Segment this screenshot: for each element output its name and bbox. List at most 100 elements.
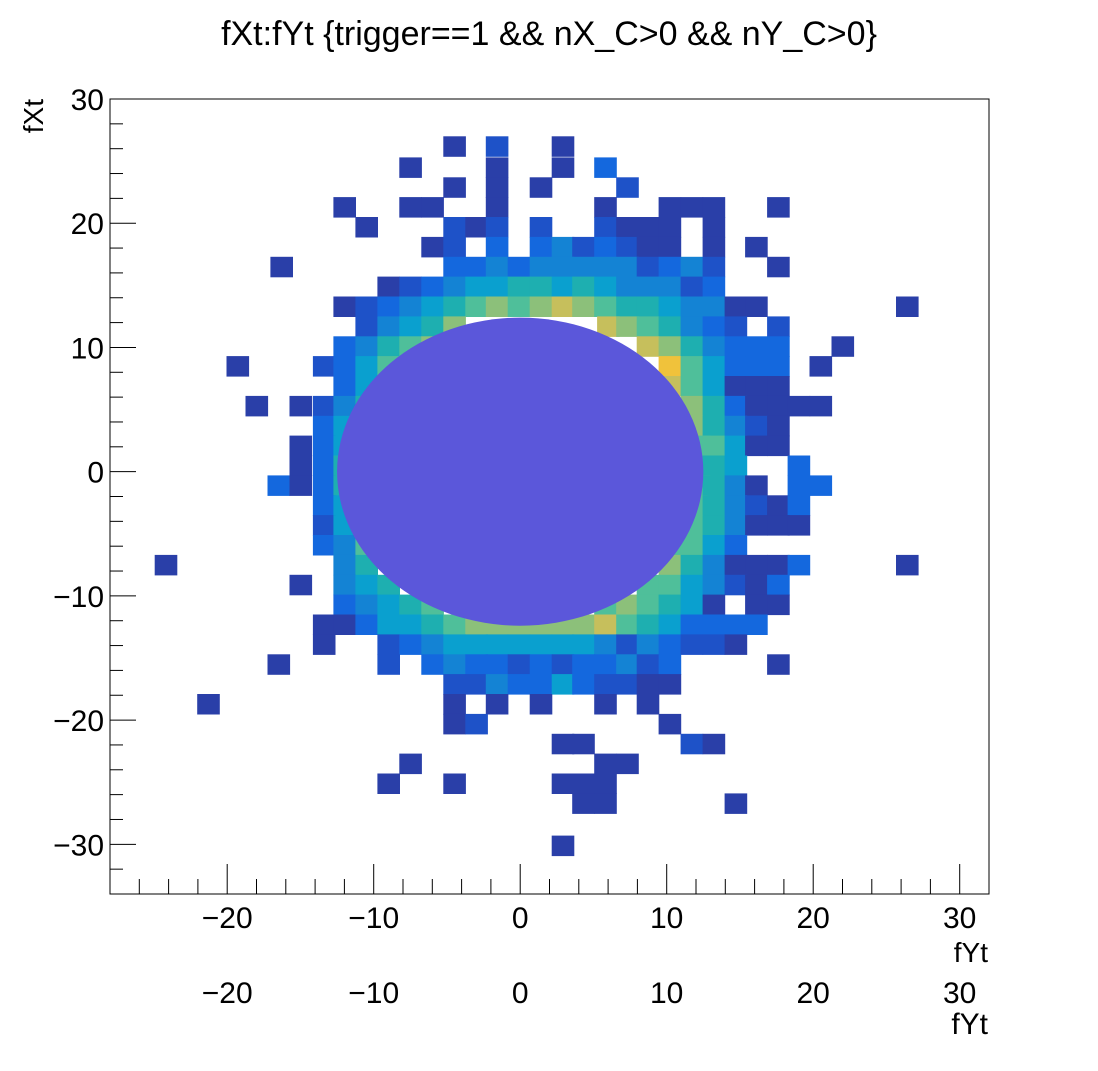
- heatmap-bin: [443, 694, 466, 715]
- heatmap-bin: [636, 217, 660, 238]
- heatmap-bin: [636, 256, 660, 278]
- heatmap-bin: [399, 276, 422, 298]
- heatmap-bin: [724, 554, 748, 576]
- heatmap-bin: [421, 276, 444, 298]
- heatmap-bin: [551, 256, 575, 278]
- heatmap-bin: [333, 574, 356, 596]
- heatmap-bin: [377, 654, 400, 675]
- heatmap-bin: [636, 296, 660, 317]
- heatmap-bin: [724, 356, 748, 377]
- heatmap-bin: [680, 296, 704, 317]
- heatmap-bin: [616, 276, 639, 298]
- heatmap-bin: [594, 256, 617, 278]
- heatmap-bin: [680, 614, 704, 635]
- heatmap-bin: [465, 674, 488, 695]
- heatmap-bin: [680, 594, 704, 616]
- heatmap-bin: [636, 276, 660, 298]
- heatmap-bin: [333, 554, 356, 576]
- heatmap-bin: [680, 574, 704, 596]
- heatmap-bin: [312, 415, 336, 437]
- heatmap-bin: [465, 276, 488, 298]
- heatmap-bin: [399, 157, 422, 178]
- y-axis: −30 −20 −10 0 10 20 30: [53, 84, 136, 895]
- heatmap-bin: [616, 177, 639, 198]
- y-tick-label: 20: [71, 208, 104, 241]
- heatmap-bin: [377, 594, 400, 616]
- heatmap-bin: [465, 256, 488, 278]
- heatmap-bin: [226, 356, 250, 377]
- heatmap-bin: [333, 296, 356, 317]
- heatmap-bin: [551, 296, 575, 317]
- heatmap-bin: [680, 356, 704, 377]
- heatmap-bin: [658, 217, 682, 238]
- heatmap-bin: [485, 177, 509, 198]
- heatmap-bin: [443, 674, 466, 695]
- x-tick-label: 10: [650, 902, 683, 935]
- heatmap-bin: [572, 296, 595, 317]
- heatmap-bin: [745, 415, 768, 437]
- heatmap-bin: [485, 694, 509, 715]
- heatmap-bin: [377, 614, 400, 635]
- bins-layer: [154, 136, 919, 857]
- heatmap-bin: [443, 136, 466, 157]
- x-tick-label: 0: [512, 902, 529, 935]
- heatmap-bin: [636, 236, 660, 258]
- heatmap-bin: [443, 654, 466, 675]
- heatmap-bin: [355, 296, 378, 317]
- heatmap-bin: [636, 614, 660, 635]
- heatmap-bin: [724, 495, 748, 516]
- heatmap-bin: [572, 793, 595, 814]
- heatmap-bin: [767, 336, 790, 357]
- heatmap-bin: [594, 654, 617, 675]
- heatmap-bin: [724, 515, 748, 536]
- ghost-x-tick-label: −20: [202, 977, 253, 1010]
- heatmap-bin: [485, 674, 509, 695]
- heatmap-bin: [485, 197, 509, 218]
- x-tick-label: −10: [348, 902, 399, 935]
- x-tick-label: 30: [943, 902, 976, 935]
- heatmap-bin: [594, 773, 617, 794]
- heatmap-bin: [312, 634, 336, 655]
- heatmap-bin: [399, 753, 422, 775]
- heatmap-bin: [421, 236, 444, 258]
- y-axis-label: fXt: [18, 99, 49, 133]
- heatmap-bin: [551, 674, 575, 695]
- heatmap-bin: [443, 713, 466, 735]
- heatmap-bin: [809, 356, 833, 377]
- heatmap-bin: [767, 435, 790, 457]
- heatmap-bin: [399, 316, 422, 337]
- heatmap-bin: [529, 236, 553, 258]
- heatmap-bin: [443, 256, 466, 278]
- heatmap-bin: [421, 614, 444, 635]
- heatmap-bin: [267, 654, 291, 675]
- heatmap-bin: [680, 276, 704, 298]
- heatmap-bin: [333, 614, 356, 635]
- heatmap-bin: [443, 276, 466, 298]
- heatmap-bin: [658, 336, 682, 357]
- heatmap-bin: [809, 475, 833, 496]
- heatmap-bin: [399, 296, 422, 317]
- heatmap-bin: [572, 733, 595, 755]
- heatmap-bin: [333, 336, 356, 357]
- heatmap-bin: [702, 395, 726, 417]
- y-tick-label: −10: [53, 581, 104, 614]
- heatmap-bin: [465, 713, 488, 735]
- heatmap-bin: [443, 236, 466, 258]
- heatmap-bin: [333, 356, 356, 377]
- heatmap-bin: [658, 256, 682, 278]
- heatmap-bin: [154, 554, 178, 576]
- heatmap-bin: [551, 276, 575, 298]
- heatmap-bin: [507, 276, 531, 298]
- heatmap-bin: [443, 634, 466, 655]
- heatmap-bin: [680, 336, 704, 357]
- heatmap-bin: [745, 554, 768, 576]
- heatmap-bin: [485, 236, 509, 258]
- heatmap-bin: [616, 753, 639, 775]
- heatmap-bin: [702, 296, 726, 317]
- heatmap-bin: [702, 515, 726, 536]
- heatmap-bin: [507, 634, 531, 655]
- heatmap-bin: [702, 455, 726, 476]
- heatmap-bin: [616, 316, 639, 337]
- heatmap-bin: [702, 336, 726, 357]
- heatmap-bin: [724, 336, 748, 357]
